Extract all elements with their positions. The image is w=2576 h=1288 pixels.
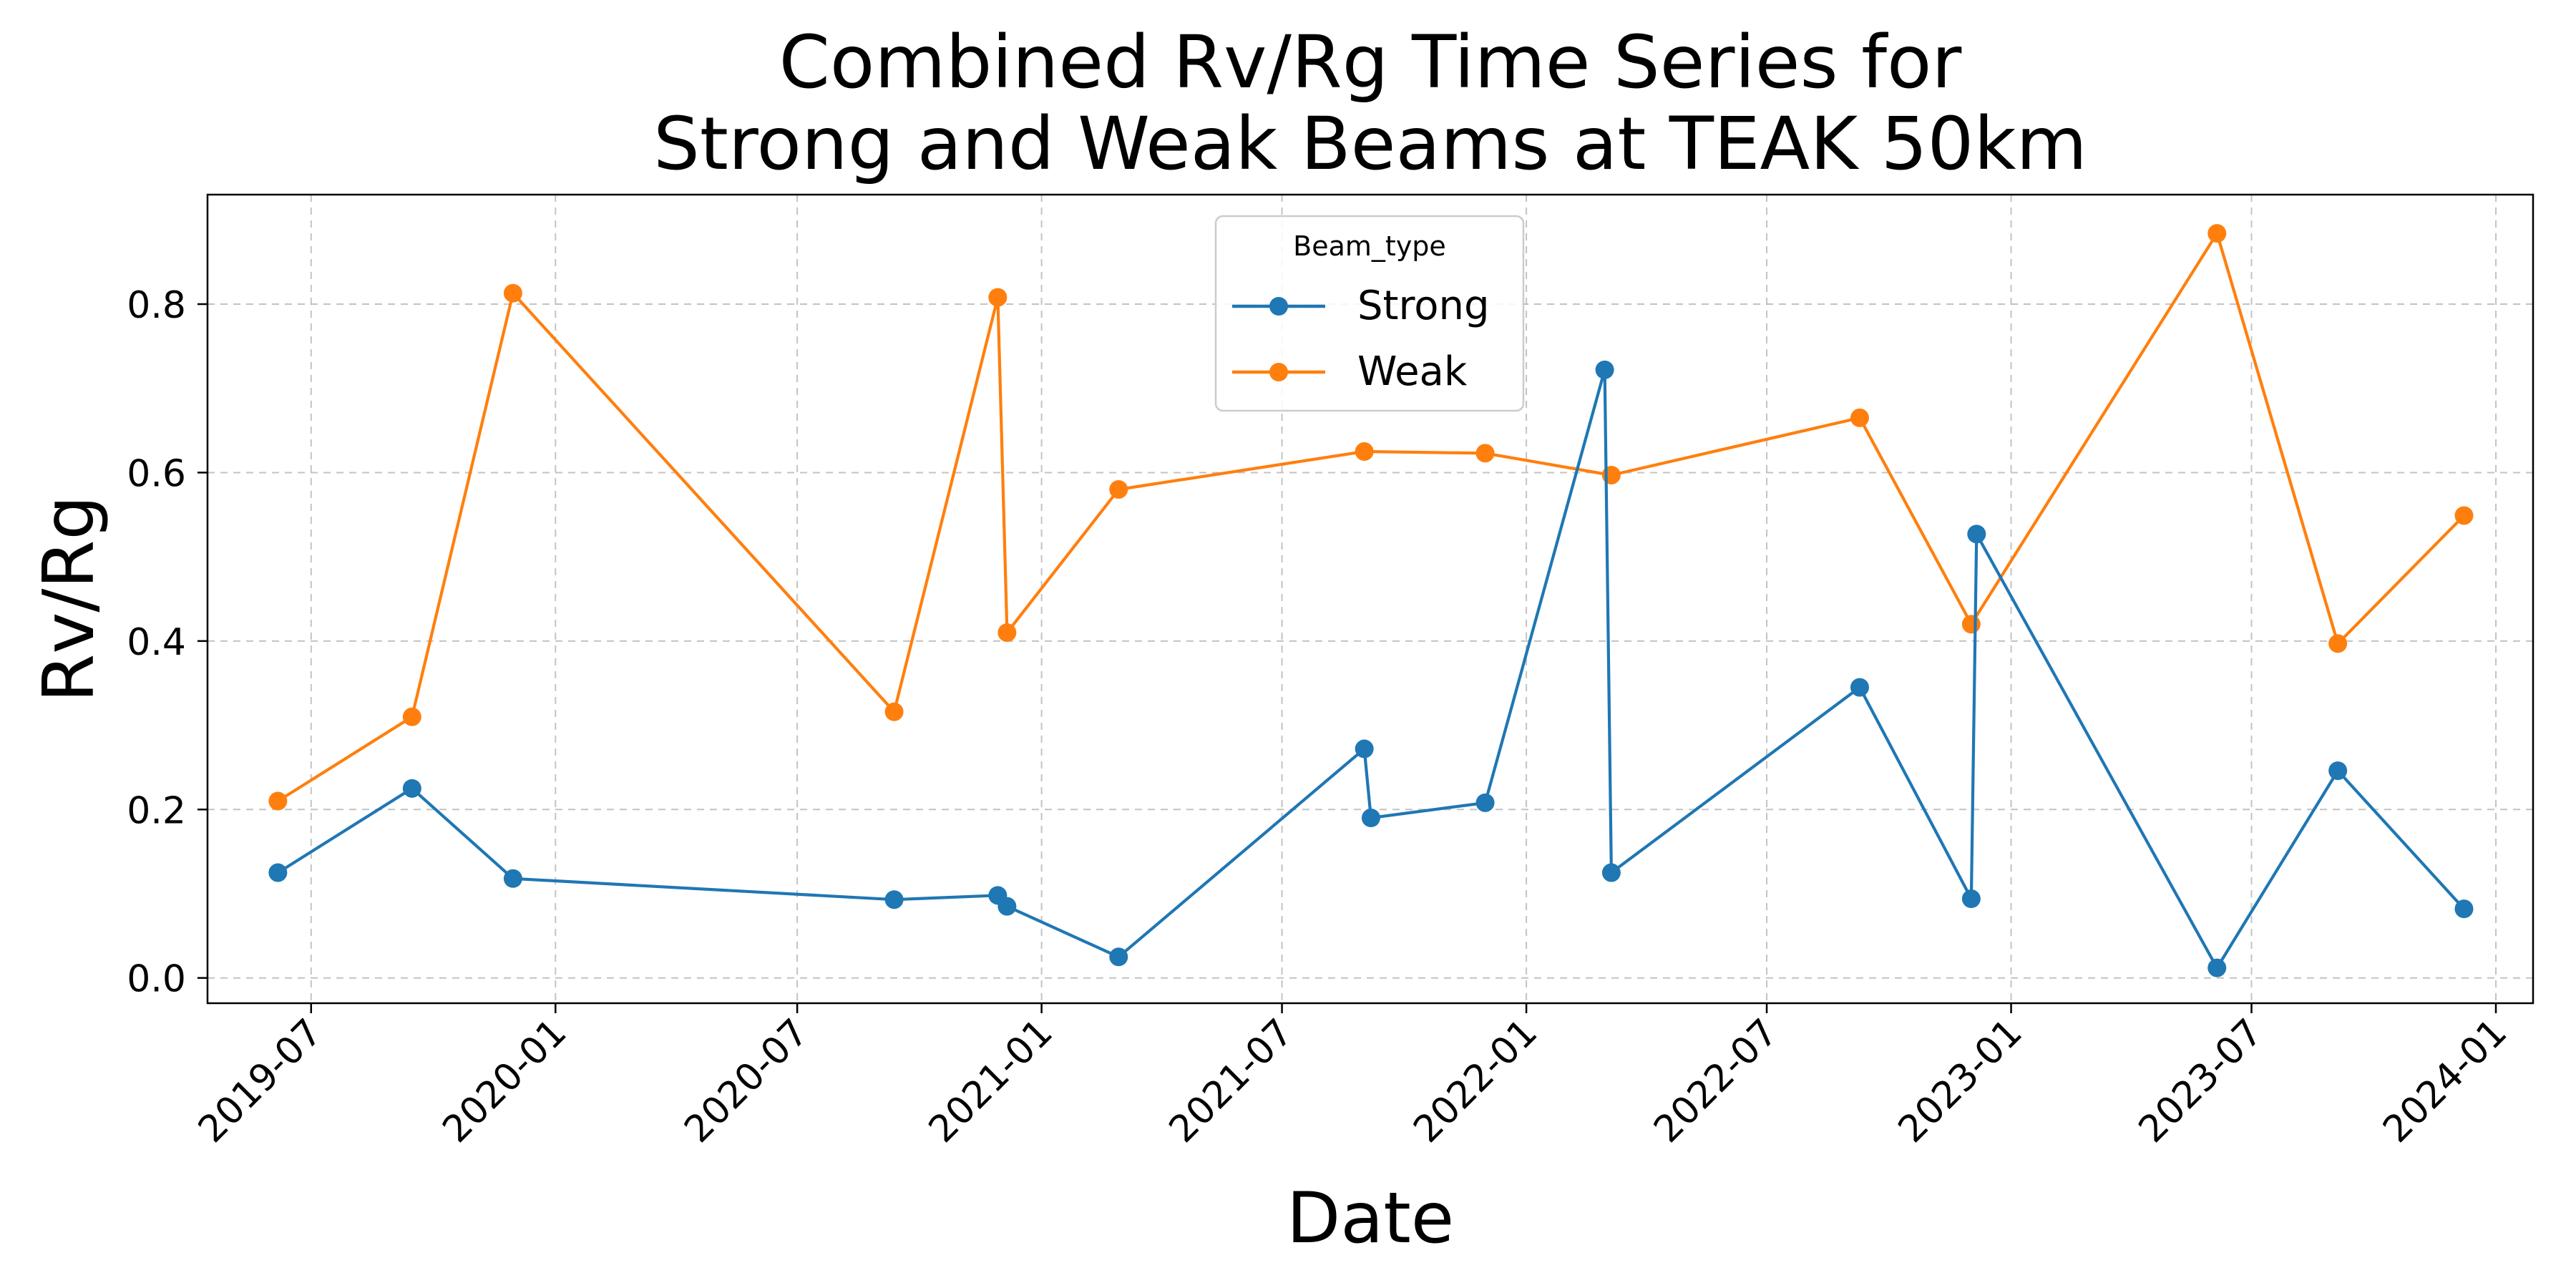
series-weak-point[interactable] — [2328, 634, 2348, 653]
x-axis-label: Date — [1287, 1178, 1454, 1259]
series-weak-point[interactable] — [1109, 479, 1128, 499]
series-strong-point[interactable] — [2207, 958, 2227, 977]
series-strong-line — [277, 368, 2466, 970]
series-weak-point[interactable] — [1475, 444, 1495, 463]
series-weak-point[interactable] — [1961, 615, 1981, 634]
series-strong-point[interactable] — [1850, 678, 1869, 697]
y-tick-label: 0.2 — [127, 789, 186, 832]
series-strong-point[interactable] — [1109, 947, 1128, 967]
series-strong-point[interactable] — [1967, 525, 1986, 544]
legend-strong-label: Strong — [1357, 283, 1490, 329]
series-strong-point[interactable] — [997, 897, 1017, 916]
series-weak-point[interactable] — [2207, 224, 2227, 243]
series-strong-point[interactable] — [268, 863, 288, 882]
series-layer — [268, 224, 2474, 977]
series-weak-point[interactable] — [402, 707, 421, 726]
series-strong-point[interactable] — [503, 869, 522, 888]
legend-title: Beam_type — [1293, 230, 1446, 262]
series-strong — [268, 360, 2474, 977]
legend-strong-marker — [1269, 297, 1288, 316]
series-strong-point[interactable] — [1961, 889, 1981, 909]
y-axis: 0.0 0.2 0.4 0.6 0.8 — [127, 284, 208, 1001]
y-axis-label: Rv/Rg — [29, 495, 110, 702]
series-weak-point[interactable] — [997, 623, 1017, 643]
chart-title-line-2: Strong and Weak Beams at TEAK 50km — [653, 102, 2087, 187]
y-tick-label: 0.6 — [127, 452, 186, 495]
series-strong-point[interactable] — [1355, 739, 1374, 758]
legend-weak-label: Weak — [1357, 348, 1468, 395]
series-strong-point[interactable] — [2328, 761, 2348, 781]
series-weak-point[interactable] — [988, 288, 1008, 307]
series-strong-point[interactable] — [1361, 809, 1380, 828]
series-strong-point[interactable] — [1601, 863, 1621, 882]
legend[interactable]: Beam_type Strong Weak — [1214, 215, 1525, 412]
series-strong-point[interactable] — [1595, 360, 1614, 379]
series-strong-point[interactable] — [402, 779, 421, 798]
y-tick-label: 0.4 — [127, 621, 186, 664]
plot-frame — [206, 193, 2534, 1005]
legend-box — [1214, 215, 1525, 412]
legend-item-weak[interactable]: Weak — [1232, 348, 1468, 395]
legend-item-strong[interactable]: Strong — [1232, 283, 1490, 329]
series-weak-point[interactable] — [268, 791, 288, 811]
y-tick-label: 0.0 — [127, 958, 186, 1001]
series-weak-point[interactable] — [503, 283, 522, 303]
series-weak-point[interactable] — [1355, 442, 1374, 462]
series-weak-point[interactable] — [884, 702, 904, 721]
series-strong-point[interactable] — [2454, 899, 2474, 919]
legend-weak-marker — [1269, 363, 1288, 381]
series-strong-point[interactable] — [884, 890, 904, 909]
y-tick-label: 0.8 — [127, 284, 186, 327]
series-weak-point[interactable] — [2454, 506, 2474, 525]
series-weak-point[interactable] — [1850, 408, 1869, 427]
chart-title-line-1: Combined Rv/Rg Time Series for — [779, 20, 1962, 105]
series-strong-point[interactable] — [1475, 793, 1495, 812]
